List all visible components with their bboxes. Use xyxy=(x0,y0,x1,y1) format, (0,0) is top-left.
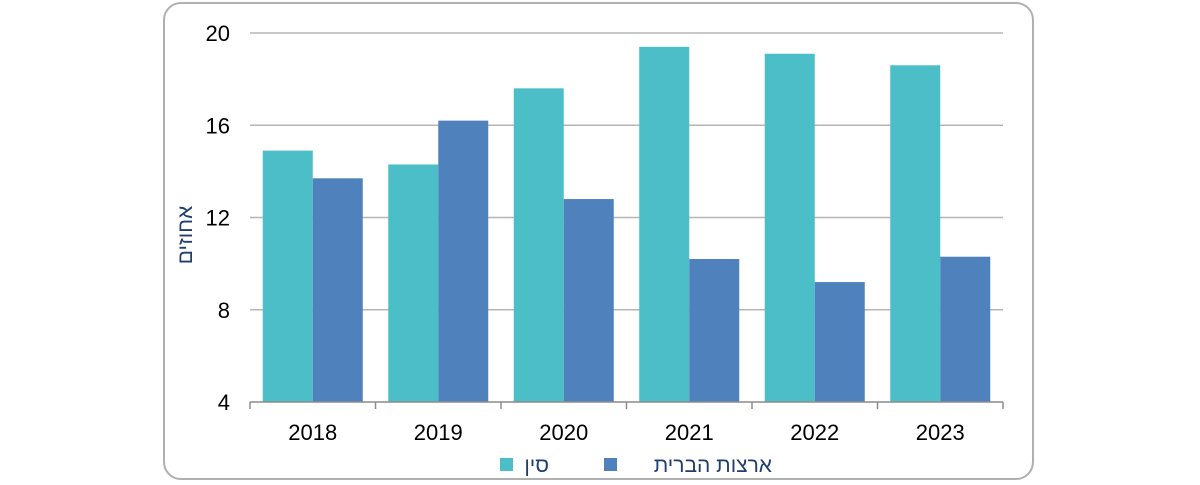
bar-usa-2023 xyxy=(940,256,991,402)
bar-usa-2021 xyxy=(689,259,740,402)
bar-china-2021 xyxy=(639,46,690,403)
bar-usa-2022 xyxy=(814,282,865,402)
legend-swatch xyxy=(500,458,513,471)
y-tick-label: 20 xyxy=(206,21,230,46)
legend: סין ארצות הברית xyxy=(500,454,772,477)
bar-usa-2019 xyxy=(438,120,489,402)
y-tick-label: 12 xyxy=(206,206,230,231)
x-tick-label: 2019 xyxy=(414,420,463,445)
bar-china-2019 xyxy=(388,164,439,402)
x-tick-label: 2018 xyxy=(288,420,337,445)
y-tick-label: 8 xyxy=(218,298,230,323)
axes xyxy=(249,401,1004,409)
y-axis-title: אחוזים xyxy=(174,206,197,265)
x-tick-label: 2022 xyxy=(790,420,839,445)
y-tick-label: 16 xyxy=(206,113,230,138)
bar-china-2018 xyxy=(262,150,313,402)
bar-usa-2020 xyxy=(563,199,614,402)
x-tick-labels: 2018 2019 2020 2021 2022 2023 xyxy=(288,420,964,445)
bar-china-2020 xyxy=(513,88,564,402)
y-tick-labels: 4 8 12 16 20 xyxy=(206,21,230,415)
bars xyxy=(262,46,991,403)
x-tick-label: 2020 xyxy=(539,420,588,445)
gridlines xyxy=(250,32,1003,311)
bar-china-2023 xyxy=(890,65,941,402)
legend-swatch xyxy=(604,458,617,471)
x-tick-label: 2021 xyxy=(665,420,714,445)
legend-label: סין xyxy=(524,454,549,477)
x-tick-label: 2023 xyxy=(916,420,965,445)
legend-label: ארצות הברית xyxy=(654,454,772,477)
y-tick-label: 4 xyxy=(218,390,230,415)
bar-usa-2018 xyxy=(312,178,363,402)
bar-china-2022 xyxy=(764,53,815,402)
